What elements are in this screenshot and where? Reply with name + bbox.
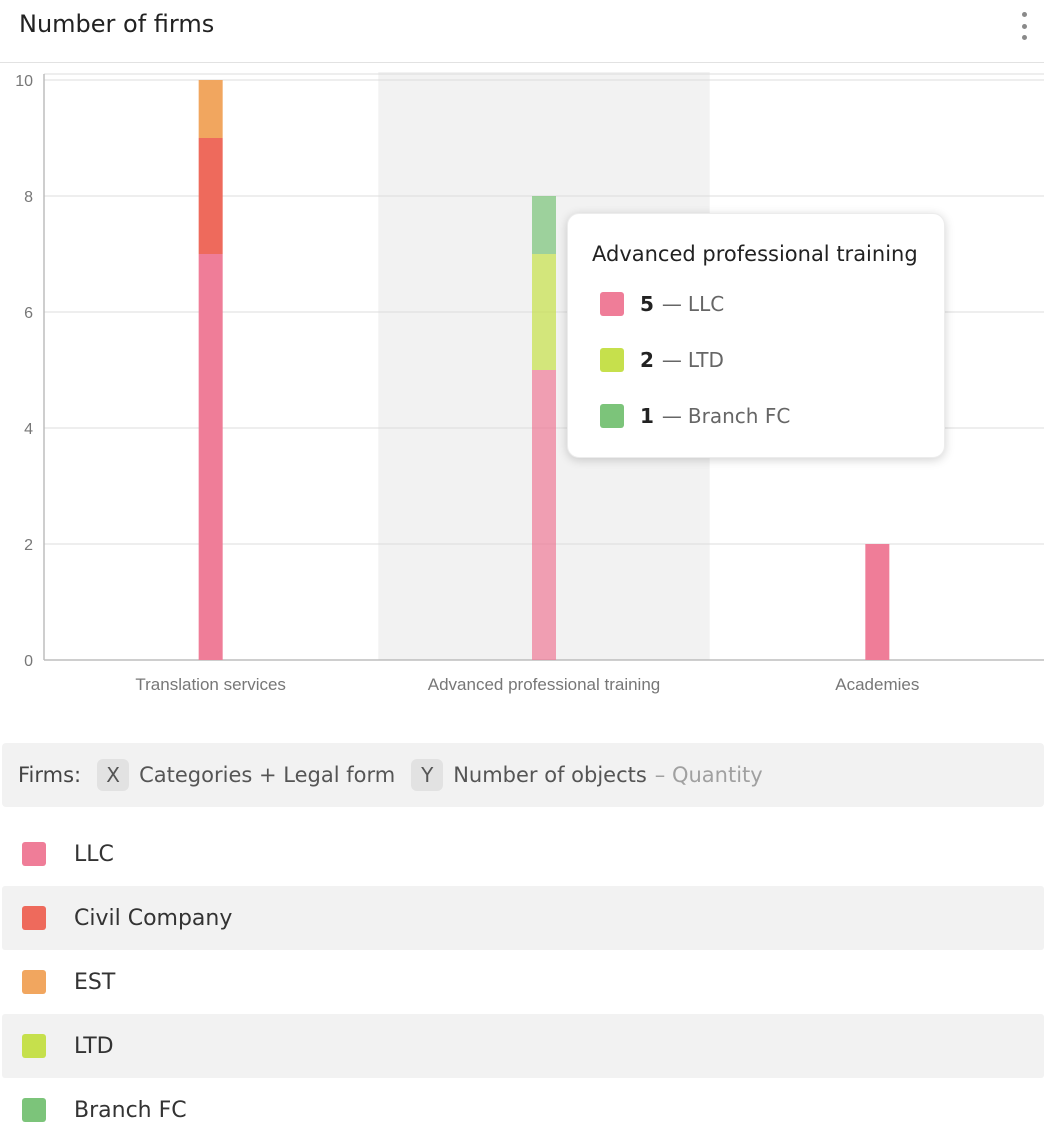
branch-fc-swatch-icon <box>600 404 624 428</box>
bar-segment <box>532 254 556 370</box>
legend-label: Branch FC <box>74 1097 187 1123</box>
ltd-swatch-icon <box>600 348 624 372</box>
chart-title: Number of firms <box>19 10 215 38</box>
legend-label: EST <box>74 969 116 995</box>
llc-swatch-icon <box>22 842 46 866</box>
legend-label: Civil Company <box>74 905 233 931</box>
tooltip-dash: — <box>661 404 682 428</box>
chart-legend: LLC Civil Company EST LTD Branch FC <box>2 822 1044 1134</box>
y-tick-label: 2 <box>24 537 33 554</box>
y-tick-label: 8 <box>24 189 33 206</box>
tooltip-series-name: LTD <box>687 348 724 372</box>
kebab-dot <box>1021 35 1027 40</box>
legend-item-ltd[interactable]: LTD <box>2 1014 1044 1078</box>
legend-item-llc[interactable]: LLC <box>2 822 1044 886</box>
axis-settings-bar: Firms: X Categories + Legal form Y Numbe… <box>2 743 1044 807</box>
bar-segment <box>198 254 223 660</box>
tooltip-row: 5 — LLC <box>600 291 724 317</box>
x-axis-key[interactable]: X <box>97 759 130 791</box>
tooltip-dash: — <box>661 292 682 316</box>
y-tick-label: 4 <box>24 421 33 438</box>
ltd-swatch-icon <box>22 1034 46 1058</box>
tooltip-value: 5 <box>640 292 654 316</box>
dataset-label: Firms: <box>18 763 82 787</box>
tooltip-series-name: LLC <box>687 292 725 316</box>
kebab-dot <box>1021 12 1027 17</box>
legend-label: LLC <box>74 841 114 867</box>
chart-header: Number of firms <box>0 0 1044 63</box>
tooltip-value: 1 <box>640 404 654 428</box>
llc-swatch-icon <box>600 292 624 316</box>
legend-item-civil-company[interactable]: Civil Company <box>2 886 1044 950</box>
y-axis-key[interactable]: Y <box>411 759 444 791</box>
tooltip-row: 1 — Branch FC <box>600 403 790 429</box>
tooltip-dash: — <box>661 348 682 372</box>
y-tick-label: 10 <box>15 73 33 90</box>
bar-segment <box>198 80 223 138</box>
x-axis-field[interactable]: Categories + Legal form <box>139 763 396 787</box>
x-tick-label: Advanced professional training <box>428 675 660 694</box>
legend-item-est[interactable]: EST <box>2 950 1044 1014</box>
civil-company-swatch-icon <box>22 906 46 930</box>
bar-segment <box>865 544 890 660</box>
chart-tooltip: Advanced professional training 5 — LLC 2… <box>567 213 945 458</box>
legend-item-branch-fc[interactable]: Branch FC <box>2 1078 1044 1134</box>
tooltip-title: Advanced professional training <box>592 242 918 266</box>
branch-fc-swatch-icon <box>22 1098 46 1122</box>
x-tick-label: Translation services <box>135 675 286 694</box>
legend-label: LTD <box>74 1033 114 1059</box>
y-axis-field[interactable]: Number of objects <box>453 763 647 787</box>
tooltip-value: 2 <box>640 348 654 372</box>
bar-segment <box>198 138 223 254</box>
y-axis-aggregation[interactable]: – Quantity <box>654 763 763 787</box>
tooltip-series-name: Branch FC <box>687 404 791 428</box>
tooltip-row: 2 — LTD <box>600 347 724 373</box>
more-options-icon[interactable] <box>1018 12 1030 40</box>
est-swatch-icon <box>22 970 46 994</box>
y-tick-label: 6 <box>24 305 33 322</box>
bar-segment <box>532 196 556 254</box>
kebab-dot <box>1021 23 1027 29</box>
y-tick-label: 0 <box>24 653 33 670</box>
bar-segment <box>532 370 556 660</box>
x-tick-label: Academies <box>835 675 919 694</box>
